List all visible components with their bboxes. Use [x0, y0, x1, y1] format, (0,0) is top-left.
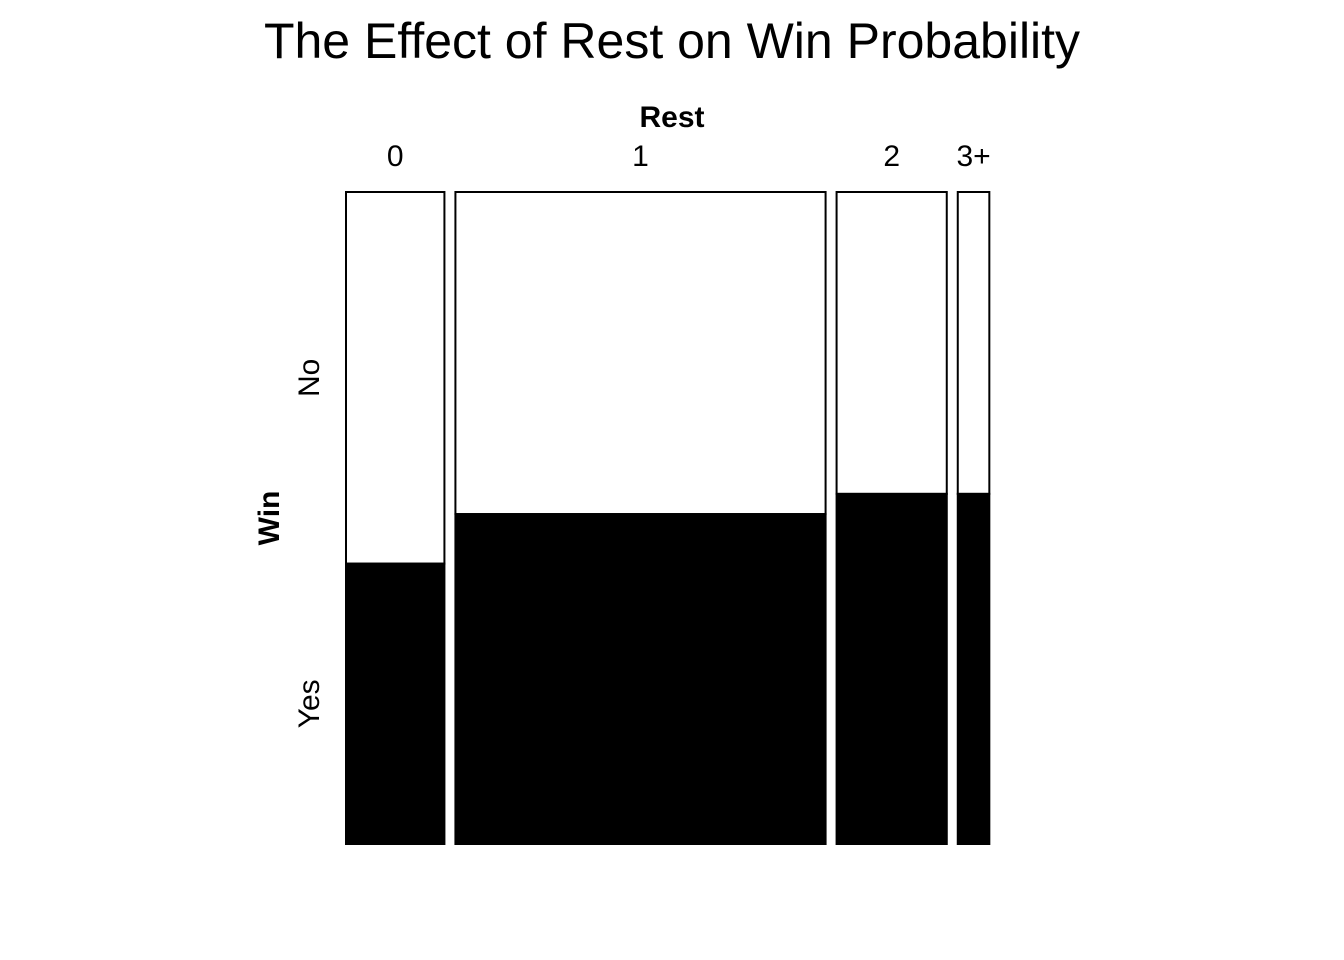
x-tick-label: 2: [883, 140, 900, 173]
tile-rest-3-yes: [956, 492, 991, 845]
tile-rest-0-yes: [345, 562, 446, 845]
tile-rest-0-no: [345, 191, 446, 565]
x-tick-label: 3+: [956, 140, 990, 173]
mosaic-tiles: [345, 191, 991, 845]
tile-rest-2-no: [835, 191, 948, 495]
x-tick-labels: 0 1 2 3+: [387, 140, 991, 173]
tile-rest-2-yes: [835, 492, 948, 845]
y-tick-label: No: [293, 359, 326, 397]
x-tick-label: 1: [632, 140, 649, 173]
x-axis-title: Rest: [639, 101, 704, 134]
y-tick-labels: No Yes: [293, 359, 326, 729]
y-tick-label: Yes: [293, 679, 326, 728]
y-axis-title: Win: [253, 491, 286, 546]
tile-rest-1-no: [454, 191, 827, 516]
chart-title: The Effect of Rest on Win Probability: [264, 13, 1080, 69]
tile-rest-3-no: [956, 191, 991, 495]
x-tick-label: 0: [387, 140, 404, 173]
tile-rest-1-yes: [454, 513, 827, 845]
